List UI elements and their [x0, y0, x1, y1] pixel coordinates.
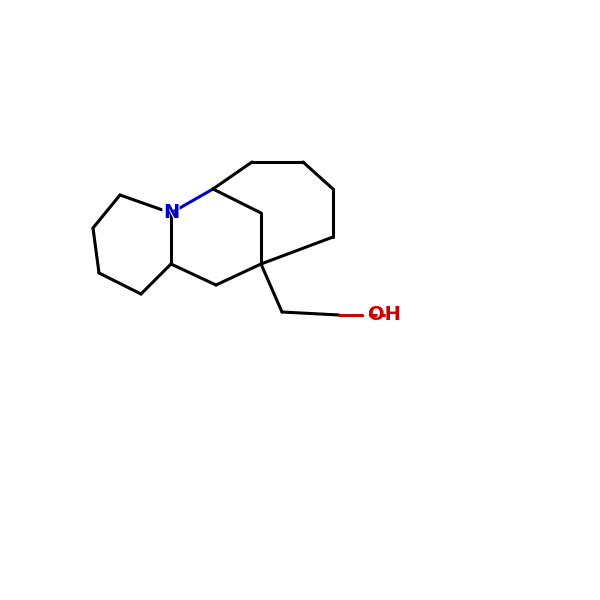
Text: N: N — [163, 203, 179, 223]
Text: OH: OH — [368, 305, 400, 325]
Text: N: N — [160, 200, 182, 226]
Text: OH: OH — [362, 302, 406, 328]
